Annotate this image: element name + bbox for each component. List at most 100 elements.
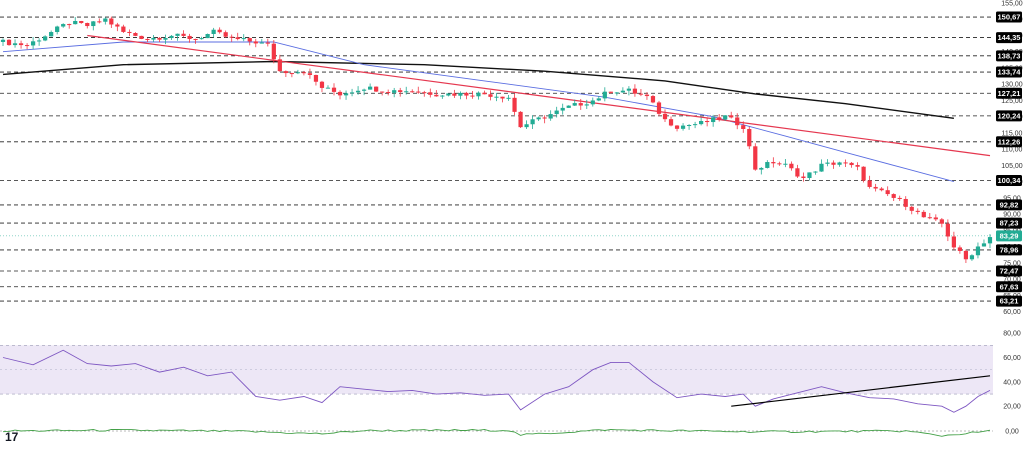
candle-body (933, 217, 938, 220)
candle-body (37, 40, 42, 42)
candle (37, 38, 42, 46)
candle-body (301, 72, 307, 74)
candle-body (398, 90, 403, 93)
candle (301, 70, 307, 76)
candle (861, 166, 866, 183)
candle (169, 34, 174, 40)
candle-body (127, 31, 132, 34)
candle (584, 99, 589, 110)
candle (554, 106, 559, 118)
candle-body (783, 163, 788, 165)
candle-body (187, 35, 192, 40)
candle (626, 86, 632, 96)
candle (109, 16, 114, 28)
candle (807, 172, 812, 181)
oscillator-axis: 0,00 (1005, 429, 1019, 436)
candle (145, 38, 150, 43)
candle (542, 115, 547, 124)
price-tick-label: 75,00 (1003, 260, 1021, 267)
candle (337, 90, 343, 100)
candle (650, 94, 656, 104)
candle-body (205, 33, 210, 39)
candle-body (741, 125, 746, 129)
candle-body (975, 246, 981, 256)
candle-body (614, 92, 619, 94)
candle (590, 97, 595, 107)
candle-body (632, 88, 638, 94)
candle (548, 110, 553, 121)
candle-body (789, 163, 794, 169)
level-badge: 133,74 (996, 66, 1022, 78)
candle-body (133, 33, 138, 36)
candle-body (542, 117, 547, 119)
candle-body (235, 37, 240, 40)
candle (247, 37, 252, 46)
candle-body (151, 37, 156, 40)
candle (205, 33, 210, 39)
candle (241, 34, 246, 42)
candle-body (43, 36, 48, 41)
candle (662, 109, 668, 123)
candle-body (12, 43, 18, 46)
candle-body (97, 21, 102, 23)
candle (825, 159, 830, 167)
candle-body (566, 105, 571, 108)
candle (271, 40, 276, 64)
price-tick-label: 60,00 (1003, 309, 1021, 316)
oscillator-tick-label: 0,00 (1005, 429, 1019, 436)
candle-body (79, 20, 84, 24)
candle-body (61, 24, 66, 27)
candle (789, 161, 794, 171)
candle (723, 115, 728, 121)
candle-body (145, 38, 150, 40)
candle-body (193, 39, 198, 41)
candle-body (223, 32, 228, 37)
candle (602, 87, 607, 102)
candle-body (30, 41, 36, 46)
candle-body (578, 103, 583, 106)
candle (277, 54, 282, 72)
candle-body (259, 42, 264, 44)
current-price-badge: 83,29 (996, 230, 1022, 242)
candle-body (759, 167, 764, 170)
level-badge-bg (996, 110, 1022, 122)
level-badge-label: 72,47 (1000, 267, 1019, 276)
candle-body (181, 33, 186, 36)
candle (957, 245, 963, 254)
candle (12, 39, 18, 48)
candle (981, 239, 987, 247)
candle (470, 91, 475, 99)
candle-body (283, 71, 288, 74)
candle (897, 195, 902, 201)
candle (891, 193, 896, 201)
candle (404, 86, 409, 95)
rsi-tick-label: 40,00 (1003, 379, 1021, 386)
candle (777, 161, 782, 166)
level-badge: 144,35 (996, 32, 1022, 44)
rsi-tick-label: 80,00 (1003, 331, 1021, 338)
candle-body (422, 92, 427, 94)
candle-body (289, 73, 294, 75)
candle (518, 111, 523, 129)
candle-body (458, 92, 463, 96)
candle (422, 90, 427, 97)
tradingview-logo[interactable]: 17 (5, 430, 19, 444)
candle-body (620, 90, 625, 93)
oscillator-series (0, 428, 993, 437)
rsi-band (0, 344, 993, 395)
level-badge-label: 87,23 (1000, 219, 1019, 228)
level-badge-label: 112,26 (998, 137, 1021, 146)
candle-body (121, 26, 126, 32)
candle (933, 214, 938, 222)
candle (753, 143, 758, 171)
candle-body (343, 93, 349, 96)
candle (133, 32, 138, 37)
candle (103, 17, 108, 25)
oscillator-line (2, 428, 991, 437)
candle-body (765, 162, 770, 168)
candle (620, 87, 625, 93)
level-badge-bg (996, 199, 1022, 211)
candle-body (295, 72, 301, 74)
rsi-line (2, 349, 991, 413)
